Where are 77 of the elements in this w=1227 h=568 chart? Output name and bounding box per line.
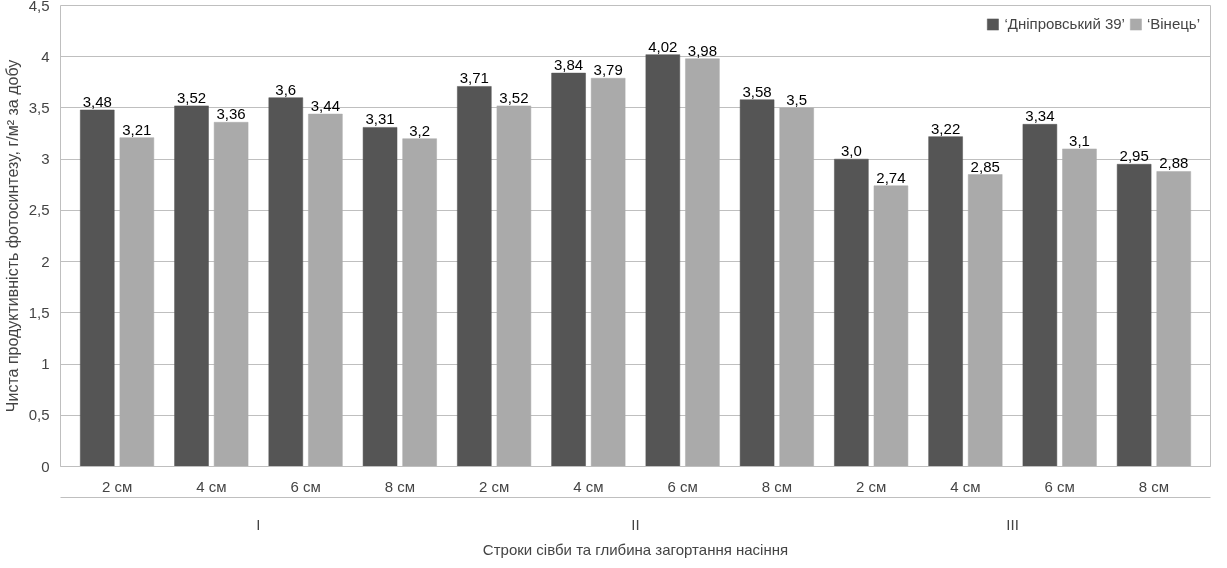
y-tick-label: 3 [41,150,50,168]
data-label: 3,48 [82,92,112,110]
data-label: 3,44 [310,97,340,115]
bar [739,99,775,467]
bar [1116,164,1152,467]
x-axis-title: Строки сівби та глибина загортання насіння [482,540,789,558]
data-label: 3,58 [742,82,772,100]
x-tick-label: 2 см [478,477,510,495]
y-tick-label: 2 [41,252,50,270]
y-tick-label: 2,5 [28,201,50,219]
x-tick-label: 6 см [290,477,321,495]
data-label: 2,74 [876,168,906,186]
text: III [1006,515,1019,533]
x-tick-label: 8 см [384,477,416,495]
data-label: 4,02 [648,37,678,55]
x-tick-label: 4 см [950,477,981,495]
data-label: 2,95 [1119,147,1149,165]
data-label: 3,2 [409,121,431,139]
y-axis-title: Чиста продуктивність фотосинтезу, г/м² за добу [3,59,21,413]
bar [213,122,249,467]
x-tick-label: 8 см [761,477,793,495]
y-tick-label: 4,5 [28,0,50,14]
data-label: 2,88 [1159,154,1189,172]
y-tick-label: 0,5 [28,406,50,424]
y-tick-label: 4 [41,47,50,65]
y-tick-label: 3,5 [28,98,50,116]
bar [834,158,869,467]
bar [1062,148,1097,467]
x-tick-label: 4 см [573,477,604,495]
text: I [256,515,261,533]
data-label: 3,1 [1069,131,1090,149]
x-tick-label: 2 см [101,477,133,495]
data-label: 3,22 [931,119,961,137]
data-label: 3,6 [275,80,297,98]
x-tick-label: 4 см [196,477,227,495]
bar [268,97,303,467]
data-label: 3,21 [122,120,152,138]
bar [457,86,492,467]
bar [1022,124,1058,467]
bar [551,72,586,467]
data-label: 3,36 [216,105,246,123]
y-tick-label: 1,5 [28,303,50,321]
x-tick-label: 6 см [1044,477,1075,495]
data-label: 3,71 [459,69,489,87]
data-label: 3,52 [499,88,529,106]
bar [496,105,532,467]
legend-label: ‘Дніпровський 39’ [1004,15,1125,32]
bar [119,137,155,467]
bar [362,127,398,467]
bar [402,138,437,467]
y-tick-label: 0 [41,457,50,475]
bar [928,136,963,467]
bar [174,105,209,467]
bar [308,113,343,467]
legend-label: ‘Вінець’ [1146,15,1200,32]
data-label: 3,98 [687,41,718,59]
data-label: 3,31 [365,110,395,128]
data-label: 3,84 [553,56,584,74]
bar [1156,171,1191,467]
data-label: 3,5 [786,90,808,108]
data-label: 3,34 [1025,107,1055,125]
y-tick-label: 1 [41,355,50,373]
data-label: 2,85 [970,157,1000,175]
bar [80,109,115,467]
data-label: 3,52 [176,88,207,106]
x-tick-label: 8 см [1138,477,1170,495]
data-label: 3,0 [840,142,862,160]
bar [645,54,681,467]
text: II [631,515,640,533]
x-tick-label: 6 см [667,477,698,495]
bar [968,174,1003,467]
x-tick-label: 2 см [855,477,887,495]
bar [873,185,909,467]
bar [685,58,720,467]
bar [590,77,626,467]
data-label: 3,79 [593,61,623,79]
bar [779,107,814,467]
